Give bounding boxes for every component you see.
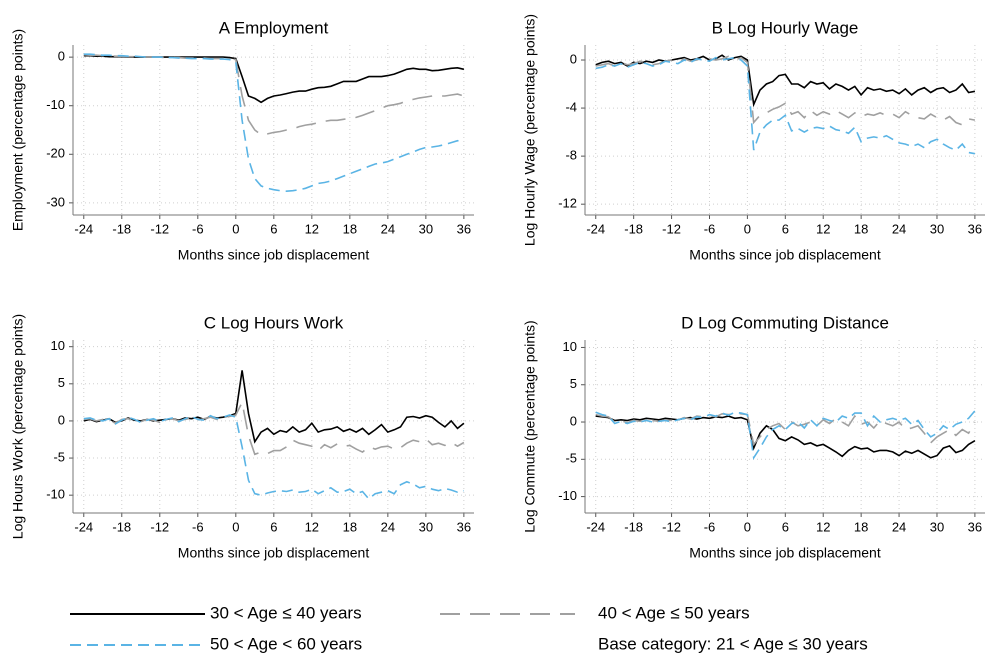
x-tick-label: -18: [624, 221, 643, 236]
y-axis-label: Log Commute (percentage points): [522, 320, 538, 532]
y-tick-label: 0: [570, 51, 577, 66]
y-tick-label: 0: [570, 413, 577, 428]
x-tick-label: 0: [744, 519, 751, 534]
series-line: [83, 53, 465, 136]
x-tick-label: 24: [381, 519, 395, 534]
x-tick-label: -12: [662, 221, 681, 236]
x-tick-label: -24: [586, 519, 605, 534]
x-axis-label: Months since job displacement: [178, 545, 370, 561]
x-tick-label: -24: [586, 221, 605, 236]
x-tick-label: 24: [892, 519, 906, 534]
y-tick-label: -10: [46, 487, 65, 502]
x-tick-label: -18: [624, 519, 643, 534]
x-tick-label: 24: [381, 221, 395, 236]
x-tick-label: -6: [704, 519, 716, 534]
x-tick-label: 12: [816, 519, 830, 534]
y-tick-label: -20: [46, 146, 65, 161]
series-line: [83, 53, 464, 193]
y-tick-label: 10: [563, 339, 577, 354]
x-tick-label: -18: [112, 221, 131, 236]
x-tick-label: 30: [930, 221, 944, 236]
series-line: [595, 54, 976, 108]
x-tick-label: 18: [854, 221, 868, 236]
x-tick-label: -24: [74, 519, 93, 534]
x-tick-label: -12: [150, 519, 169, 534]
x-tick-label: 36: [457, 519, 471, 534]
x-tick-label: -24: [74, 221, 93, 236]
y-tick-label: -10: [46, 97, 65, 112]
y-tick-label: -4: [565, 100, 577, 115]
x-tick-label: 36: [968, 221, 982, 236]
panel-title: A Employment: [219, 18, 329, 37]
x-tick-label: 6: [782, 221, 789, 236]
series-line: [83, 414, 465, 501]
x-tick-label: 12: [305, 519, 319, 534]
y-tick-label: -8: [565, 148, 577, 163]
x-axis-label: Months since job displacement: [689, 545, 881, 561]
x-axis-label: Months since job displacement: [178, 247, 370, 263]
x-tick-label: 30: [419, 221, 433, 236]
y-tick-label: -10: [558, 488, 577, 503]
y-tick-label: 0: [58, 412, 65, 427]
y-tick-label: -12: [558, 196, 577, 211]
y-tick-label: 5: [570, 376, 577, 391]
series-line: [83, 370, 465, 444]
series-line: [595, 410, 976, 461]
x-tick-label: -12: [662, 519, 681, 534]
x-tick-label: 0: [232, 519, 239, 534]
x-tick-label: 6: [270, 519, 277, 534]
x-axis-label: Months since job displacement: [689, 247, 881, 263]
x-tick-label: 18: [343, 519, 357, 534]
x-tick-label: 36: [968, 519, 982, 534]
x-tick-label: 30: [930, 519, 944, 534]
series-line: [595, 56, 976, 155]
x-tick-label: 6: [782, 519, 789, 534]
y-axis-label: Log Hourly Wage (percentage points): [522, 14, 538, 246]
x-tick-label: -6: [192, 519, 204, 534]
y-tick-label: 10: [51, 338, 65, 353]
y-tick-label: 0: [58, 49, 65, 64]
x-tick-label: 12: [816, 221, 830, 236]
x-tick-label: 0: [232, 221, 239, 236]
panel-title: C Log Hours Work: [204, 313, 344, 332]
series-line: [595, 415, 976, 459]
x-tick-label: -6: [704, 221, 716, 236]
panel-title: B Log Hourly Wage: [712, 18, 859, 37]
x-tick-label: 6: [270, 221, 277, 236]
x-tick-label: -18: [112, 519, 131, 534]
y-tick-label: 5: [58, 375, 65, 390]
y-tick-label: -5: [565, 451, 577, 466]
panel-title: D Log Commuting Distance: [681, 313, 889, 332]
x-tick-label: 18: [343, 221, 357, 236]
series-line: [595, 55, 976, 126]
y-axis-label: Employment (percentage points): [10, 29, 26, 231]
legend-label: 30 < Age ≤ 40 years: [210, 603, 362, 622]
legend-label: 40 < Age ≤ 50 years: [598, 603, 750, 622]
x-tick-label: -6: [192, 221, 204, 236]
x-tick-label: 18: [854, 519, 868, 534]
y-tick-label: -30: [46, 194, 65, 209]
x-tick-label: 0: [744, 221, 751, 236]
x-tick-label: -12: [150, 221, 169, 236]
y-tick-label: -5: [53, 449, 65, 464]
y-axis-label: Log Hours Work (percentage points): [10, 314, 26, 539]
x-tick-label: 36: [457, 221, 471, 236]
legend-label: 50 < Age < 60 years: [210, 634, 362, 653]
series-line: [83, 54, 465, 104]
legend-note: Base category: 21 < Age ≤ 30 years: [598, 634, 868, 653]
x-tick-label: 12: [305, 221, 319, 236]
x-tick-label: 24: [892, 221, 906, 236]
x-tick-label: 30: [419, 519, 433, 534]
